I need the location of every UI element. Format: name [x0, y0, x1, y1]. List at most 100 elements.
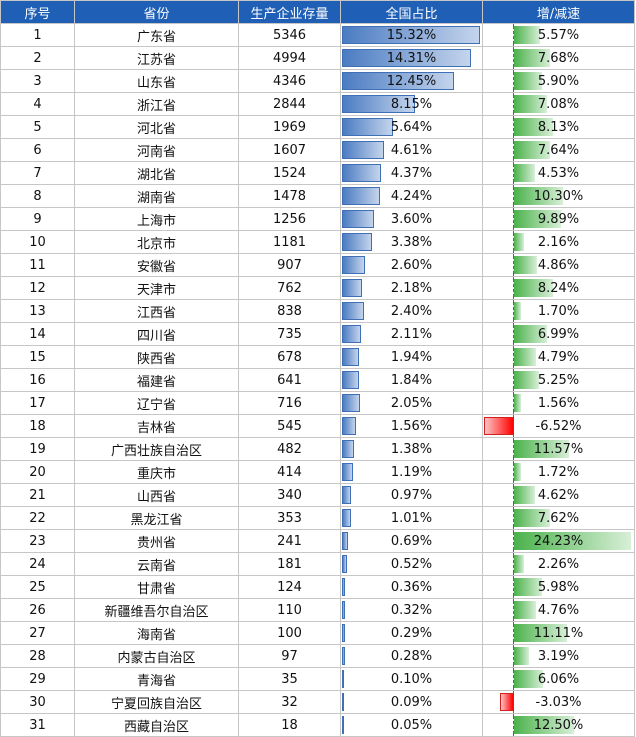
growth-rate-cell: 6.06% — [482, 667, 635, 691]
rank-cell: 2 — [0, 46, 75, 70]
rank-cell: 26 — [0, 598, 75, 622]
growth-rate-cell: 10.30% — [482, 184, 635, 208]
growth-rate-cell: 4.62% — [482, 483, 635, 507]
growth-rate-cell: 9.89% — [482, 207, 635, 231]
national-share-cell: 0.52% — [340, 552, 483, 576]
table-row: 17 辽宁省 716 2.05% 1.56% — [0, 391, 635, 415]
table-body: 1 广东省 5346 15.32% 5.57% 2 江苏省 4994 14.31% 7.68% 3 山… — [0, 23, 635, 737]
growth-value: 7.64% — [537, 142, 580, 158]
enterprise-count-cell: 641 — [238, 368, 341, 392]
growth-value: 7.68% — [537, 50, 580, 66]
growth-data-bar — [513, 210, 562, 228]
share-value: 0.32% — [390, 602, 433, 618]
table-row: 15 陕西省 678 1.94% 4.79% — [0, 345, 635, 369]
province-cell: 吉林省 — [74, 414, 239, 438]
province-cell: 云南省 — [74, 552, 239, 576]
share-data-bar — [342, 486, 351, 504]
growth-rate-cell: 1.72% — [482, 460, 635, 484]
growth-value: 8.13% — [537, 119, 580, 135]
table-row: 4 浙江省 2844 8.15% 7.08% — [0, 92, 635, 116]
share-data-bar — [342, 187, 381, 205]
enterprise-count-cell: 716 — [238, 391, 341, 415]
enterprise-count-cell: 5346 — [238, 23, 341, 47]
table-row: 21 山西省 340 0.97% 4.62% — [0, 483, 635, 507]
rank-cell: 21 — [0, 483, 75, 507]
growth-rate-cell: 11.57% — [482, 437, 635, 461]
share-value: 2.40% — [390, 303, 433, 319]
growth-rate-cell: 7.08% — [482, 92, 635, 116]
growth-value: 11.11% — [533, 625, 584, 641]
share-data-bar — [342, 440, 355, 458]
national-share-cell: 4.61% — [340, 138, 483, 162]
national-share-cell: 1.38% — [340, 437, 483, 461]
share-value: 0.52% — [390, 556, 433, 572]
growth-rate-cell: 1.70% — [482, 299, 635, 323]
growth-value: 5.25% — [537, 372, 580, 388]
growth-rate-cell: 8.24% — [482, 276, 635, 300]
table-row: 18 吉林省 545 1.56% -6.52% — [0, 414, 635, 438]
share-data-bar — [342, 256, 366, 274]
national-share-cell: 4.24% — [340, 184, 483, 208]
rank-cell: 9 — [0, 207, 75, 231]
national-share-cell: 14.31% — [340, 46, 483, 70]
rank-cell: 1 — [0, 23, 75, 47]
enterprise-count-cell: 545 — [238, 414, 341, 438]
growth-data-bar — [513, 164, 536, 182]
province-cell: 湖南省 — [74, 184, 239, 208]
rank-cell: 28 — [0, 644, 75, 668]
province-cell: 湖北省 — [74, 161, 239, 185]
share-value: 0.10% — [390, 671, 433, 687]
share-data-bar — [342, 371, 359, 389]
growth-value: 7.08% — [537, 96, 580, 112]
table-row: 10 北京市 1181 3.38% 2.16% — [0, 230, 635, 254]
growth-rate-cell: 1.56% — [482, 391, 635, 415]
enterprise-count-cell: 678 — [238, 345, 341, 369]
province-cell: 陕西省 — [74, 345, 239, 369]
share-data-bar — [342, 417, 357, 435]
growth-data-bar — [484, 417, 514, 435]
province-cell: 黑龙江省 — [74, 506, 239, 530]
table-row: 27 海南省 100 0.29% 11.11% — [0, 621, 635, 645]
share-data-bar — [342, 26, 480, 44]
province-cell: 天津市 — [74, 276, 239, 300]
growth-value: 24.23% — [533, 533, 584, 549]
national-share-cell: 0.10% — [340, 667, 483, 691]
share-value: 1.56% — [390, 418, 433, 434]
rank-cell: 20 — [0, 460, 75, 484]
province-cell: 新疆维吾尔自治区 — [74, 598, 239, 622]
province-cell: 四川省 — [74, 322, 239, 346]
growth-value: -6.52% — [535, 418, 582, 434]
province-cell: 江西省 — [74, 299, 239, 323]
province-cell: 辽宁省 — [74, 391, 239, 415]
growth-value: 4.76% — [537, 602, 580, 618]
share-data-bar — [342, 555, 347, 573]
share-value: 1.84% — [390, 372, 433, 388]
growth-value: 7.62% — [537, 510, 580, 526]
growth-data-bar — [513, 72, 542, 90]
growth-rate-cell: 4.76% — [482, 598, 635, 622]
enterprise-count-cell: 4994 — [238, 46, 341, 70]
rank-cell: 23 — [0, 529, 75, 553]
table-row: 20 重庆市 414 1.19% 1.72% — [0, 460, 635, 484]
growth-data-bar — [513, 325, 548, 343]
province-cell: 福建省 — [74, 368, 239, 392]
national-share-cell: 0.29% — [340, 621, 483, 645]
share-value: 0.05% — [390, 717, 433, 733]
growth-value: -3.03% — [535, 694, 582, 710]
growth-rate-cell: 4.53% — [482, 161, 635, 185]
share-value: 3.38% — [390, 234, 433, 250]
enterprise-count-cell: 482 — [238, 437, 341, 461]
national-share-cell: 1.94% — [340, 345, 483, 369]
table-row: 5 河北省 1969 5.64% 8.13% — [0, 115, 635, 139]
growth-data-bar — [513, 26, 541, 44]
province-cell: 广西壮族自治区 — [74, 437, 239, 461]
rank-cell: 18 — [0, 414, 75, 438]
province-cell: 青海省 — [74, 667, 239, 691]
rank-cell: 8 — [0, 184, 75, 208]
share-data-bar — [342, 164, 382, 182]
growth-rate-cell: 6.99% — [482, 322, 635, 346]
enterprise-count-cell: 1478 — [238, 184, 341, 208]
table-row: 23 贵州省 241 0.69% 24.23% — [0, 529, 635, 553]
enterprise-count-cell: 1969 — [238, 115, 341, 139]
national-share-cell: 1.84% — [340, 368, 483, 392]
